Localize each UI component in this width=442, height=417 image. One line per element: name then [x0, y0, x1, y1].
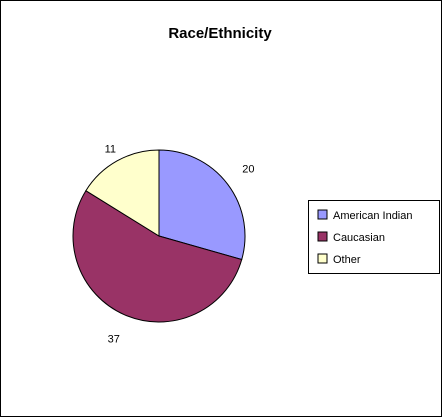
legend-label-other: Other [333, 254, 361, 266]
pie-slice-american-indian [158, 149, 246, 261]
chart-title: Race/Ethnicity [168, 25, 272, 42]
legend-label-american-indian: American Indian [333, 210, 413, 222]
legend-swatch-other [317, 253, 328, 264]
pie-data-labels: 20 37 11 [105, 144, 255, 346]
data-label-american-indian: 20 [242, 164, 254, 176]
legend-label-caucasian: Caucasian [333, 232, 385, 244]
pie-slice-other [85, 149, 160, 237]
data-label-caucasian: 37 [108, 334, 120, 346]
legend-swatch-caucasian [317, 231, 328, 242]
legend-swatch-american-indian [317, 209, 328, 220]
legend: American Indian Caucasian Other [308, 200, 440, 274]
pie-slice-caucasian [72, 190, 243, 323]
legend-entries: American Indian Caucasian Other [317, 209, 413, 266]
data-label-other: 11 [105, 144, 116, 156]
pie-slices [72, 149, 246, 323]
